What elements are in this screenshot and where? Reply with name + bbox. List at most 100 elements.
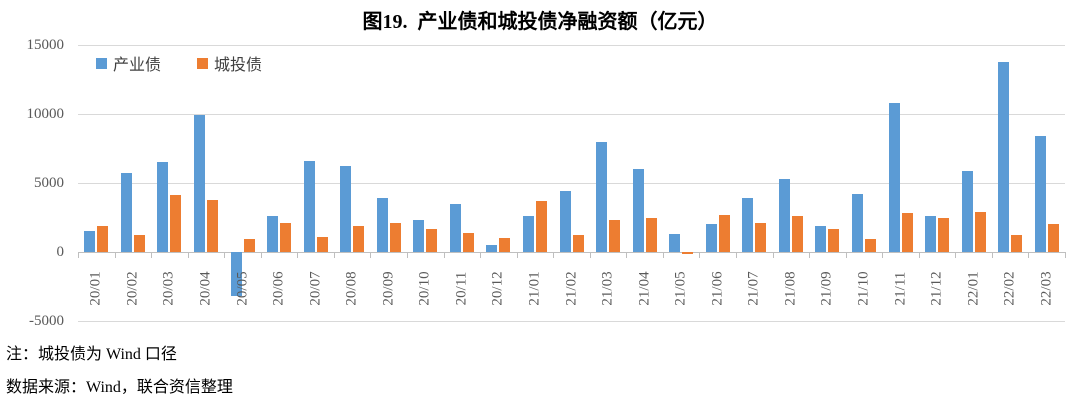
x-axis-label-20-04: 20/04 [197, 271, 214, 306]
x-axis-tick [78, 252, 79, 258]
x-axis-label-20-12: 20/12 [489, 271, 506, 306]
x-axis-label-20-09: 20/09 [380, 271, 397, 306]
bar-industrial-21-05 [669, 234, 681, 252]
x-axis-label-20-03: 20/03 [160, 271, 177, 306]
x-axis-label-21-04: 21/04 [636, 271, 653, 306]
bar-urban-20-02 [133, 235, 145, 252]
x-axis-label-22-03: 22/03 [1038, 271, 1055, 306]
bar-urban-21-06 [718, 214, 730, 252]
y-axis-label-15000: 15000 [26, 37, 65, 53]
gridline--5000 [78, 321, 1065, 322]
bar-urban-20-09 [389, 223, 401, 252]
x-axis-label-21-12: 21/12 [928, 271, 945, 306]
x-axis-tick [955, 252, 957, 258]
x-axis-label-20-06: 20/06 [270, 271, 287, 306]
x-axis-tick [918, 252, 920, 258]
bar-industrial-21-02 [559, 191, 571, 252]
y-axis-label-5000: 5000 [34, 175, 64, 191]
x-axis-label-20-01: 20/01 [87, 271, 104, 306]
x-axis-label-22-02: 22/02 [1001, 271, 1018, 306]
bar-urban-20-06 [280, 223, 292, 252]
bar-industrial-20-07 [303, 160, 315, 252]
bar-industrial-20-04 [193, 115, 205, 252]
bar-industrial-20-09 [376, 198, 388, 252]
bar-urban-21-01 [535, 200, 547, 252]
y-axis-label-10000: 10000 [26, 106, 65, 122]
bar-urban-21-07 [755, 223, 767, 252]
bar-urban-21-11 [901, 212, 913, 252]
legend: 产业债 城投债 [96, 51, 262, 75]
x-axis-label-21-02: 21/02 [563, 271, 579, 306]
gridline-5000 [78, 183, 1065, 184]
x-axis-label-21-10: 21/10 [855, 271, 872, 306]
bar-urban-21-10 [864, 238, 876, 252]
x-axis-label-20-10: 20/10 [416, 271, 433, 306]
bar-industrial-21-08 [778, 178, 790, 252]
x-axis-line [78, 252, 1065, 253]
gridline-10000 [78, 114, 1065, 115]
bar-industrial-21-01 [522, 216, 534, 252]
legend-swatch-urban-icon [197, 57, 209, 69]
note-caliber: 注：城投债为 Wind 口径 [6, 346, 177, 363]
x-axis-tick [736, 252, 737, 258]
legend-swatch-industrial-icon [96, 57, 107, 69]
bar-urban-21-08 [791, 216, 803, 252]
bar-industrial-21-06 [705, 224, 717, 252]
y-axis-label--5000: -5000 [29, 313, 64, 329]
bar-urban-22-02 [1011, 234, 1023, 253]
bar-industrial-21-04 [632, 169, 644, 252]
x-axis-tick [1028, 252, 1030, 258]
x-axis-tick [407, 252, 408, 258]
x-axis-tick [1065, 252, 1066, 258]
bar-industrial-22-03 [1034, 136, 1046, 252]
x-axis-label-21-11: 21/11 [892, 271, 908, 306]
bar-industrial-20-02 [120, 173, 132, 252]
x-axis-label-21-01: 21/01 [526, 271, 543, 306]
y-axis-label-0: 0 [56, 244, 65, 260]
bar-industrial-20-01 [84, 231, 96, 252]
bar-urban-21-03 [609, 220, 621, 252]
bar-urban-20-04 [206, 199, 218, 252]
x-axis-tick [480, 252, 482, 258]
bar-industrial-21-07 [742, 198, 754, 252]
chart-title: 图19. 产业债和城投债净融资额（亿元） [362, 11, 718, 33]
legend-label-urban: 城投债 [214, 57, 263, 74]
bar-urban-20-05 [243, 238, 255, 252]
legend-label-industrial: 产业债 [113, 57, 162, 74]
x-axis-tick [626, 252, 628, 258]
x-axis-label-21-08: 21/08 [782, 271, 799, 306]
x-axis-tick [772, 252, 774, 258]
bar-industrial-22-02 [998, 61, 1010, 252]
bar-industrial-20-06 [267, 216, 279, 252]
x-axis-tick [224, 252, 226, 258]
x-axis-label-21-09: 21/09 [818, 271, 835, 306]
bar-industrial-21-10 [851, 194, 863, 252]
x-axis-tick [151, 252, 153, 258]
x-axis-tick [809, 252, 811, 258]
legend-item-industrial: 产业债 [96, 51, 161, 75]
bar-industrial-20-05 [230, 252, 242, 297]
bar-urban-22-01 [974, 212, 986, 252]
x-axis-label-21-06: 21/06 [709, 271, 726, 306]
x-axis-tick [991, 252, 993, 258]
x-axis-tick [845, 252, 847, 258]
bar-industrial-20-11 [449, 203, 461, 252]
bar-urban-20-08 [353, 225, 365, 252]
x-axis-tick [589, 252, 591, 258]
bar-industrial-20-12 [486, 245, 498, 252]
x-axis-tick [516, 252, 518, 258]
bar-industrial-22-01 [961, 170, 973, 252]
x-axis-label-20-08: 20/08 [343, 271, 360, 306]
bar-industrial-20-10 [413, 220, 425, 252]
x-axis-label-21-03: 21/03 [599, 271, 616, 306]
bar-industrial-20-03 [157, 162, 169, 252]
bar-urban-20-12 [499, 237, 511, 252]
x-axis-tick [553, 252, 555, 258]
x-axis-label-22-01: 22/01 [965, 271, 982, 306]
x-axis-tick [882, 252, 884, 258]
bar-urban-20-10 [426, 228, 438, 252]
gridline-15000 [78, 45, 1065, 46]
bar-urban-20-11 [462, 232, 474, 252]
bar-urban-22-03 [1047, 224, 1059, 252]
